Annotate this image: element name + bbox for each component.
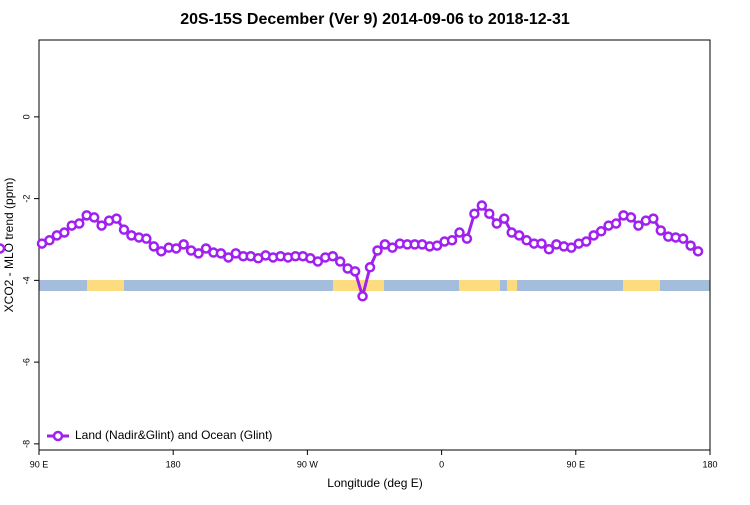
surface-strip <box>39 280 710 291</box>
point <box>685 240 696 251</box>
point <box>118 224 130 235</box>
x-tick-label: 90 E <box>567 459 586 469</box>
point <box>312 256 324 267</box>
point <box>476 200 488 211</box>
point <box>588 230 599 241</box>
point <box>148 241 160 252</box>
point <box>96 220 107 231</box>
point <box>74 218 85 229</box>
point <box>633 220 644 231</box>
point <box>111 213 122 224</box>
point <box>536 238 547 249</box>
x-tick-label: 90 W <box>297 459 319 469</box>
point <box>215 248 227 259</box>
point <box>610 218 622 229</box>
y-tick-label: -2 <box>21 195 31 203</box>
land-strip <box>87 280 124 291</box>
point <box>461 233 473 244</box>
point <box>364 262 376 273</box>
y-axis-label: XCO2 - MLO trend (ppm) <box>2 178 16 313</box>
point <box>677 233 689 244</box>
legend-marker <box>52 430 64 442</box>
point <box>513 230 525 241</box>
point <box>566 242 577 253</box>
point <box>625 212 637 223</box>
y-tick-label: -6 <box>21 358 31 366</box>
y-tick-label: -8 <box>21 440 31 448</box>
point <box>491 218 503 229</box>
point <box>446 235 458 246</box>
legend-label: Land (Nadir&Glint) and Ocean (Glint) <box>75 428 272 442</box>
point <box>580 236 592 247</box>
land-strip <box>459 280 500 291</box>
plot-frame <box>38 39 711 451</box>
point <box>223 252 234 263</box>
x-tick-label: 90 E <box>30 459 49 469</box>
chart-title: 20S-15S December (Ver 9) 2014-09-06 to 2… <box>180 11 570 28</box>
point <box>193 248 204 259</box>
point <box>692 246 704 257</box>
point <box>141 233 152 244</box>
point <box>59 227 70 238</box>
y-tick-label: -4 <box>21 276 31 284</box>
point <box>543 244 555 255</box>
x-tick-label: 0 <box>439 459 444 469</box>
point <box>454 227 465 238</box>
point <box>170 243 182 254</box>
point <box>178 239 189 250</box>
point <box>484 208 495 219</box>
point <box>655 225 667 236</box>
point <box>200 243 212 254</box>
y-tick-label: 0 <box>21 114 31 119</box>
point <box>327 250 338 262</box>
point <box>349 266 361 277</box>
point <box>44 235 55 246</box>
point <box>469 208 480 219</box>
point <box>387 242 398 253</box>
x-axis-label: Longitude (deg E) <box>327 476 422 490</box>
point <box>334 256 346 267</box>
point <box>88 212 100 223</box>
x-tick-label: 180 <box>702 459 717 469</box>
point <box>372 245 383 256</box>
point <box>0 243 6 254</box>
point <box>357 291 368 302</box>
point <box>431 240 443 251</box>
land-strip <box>507 280 517 291</box>
land-strip <box>623 280 660 291</box>
x-tick-label: 180 <box>166 459 181 469</box>
point <box>595 226 607 237</box>
point <box>498 213 510 224</box>
point <box>648 213 659 224</box>
